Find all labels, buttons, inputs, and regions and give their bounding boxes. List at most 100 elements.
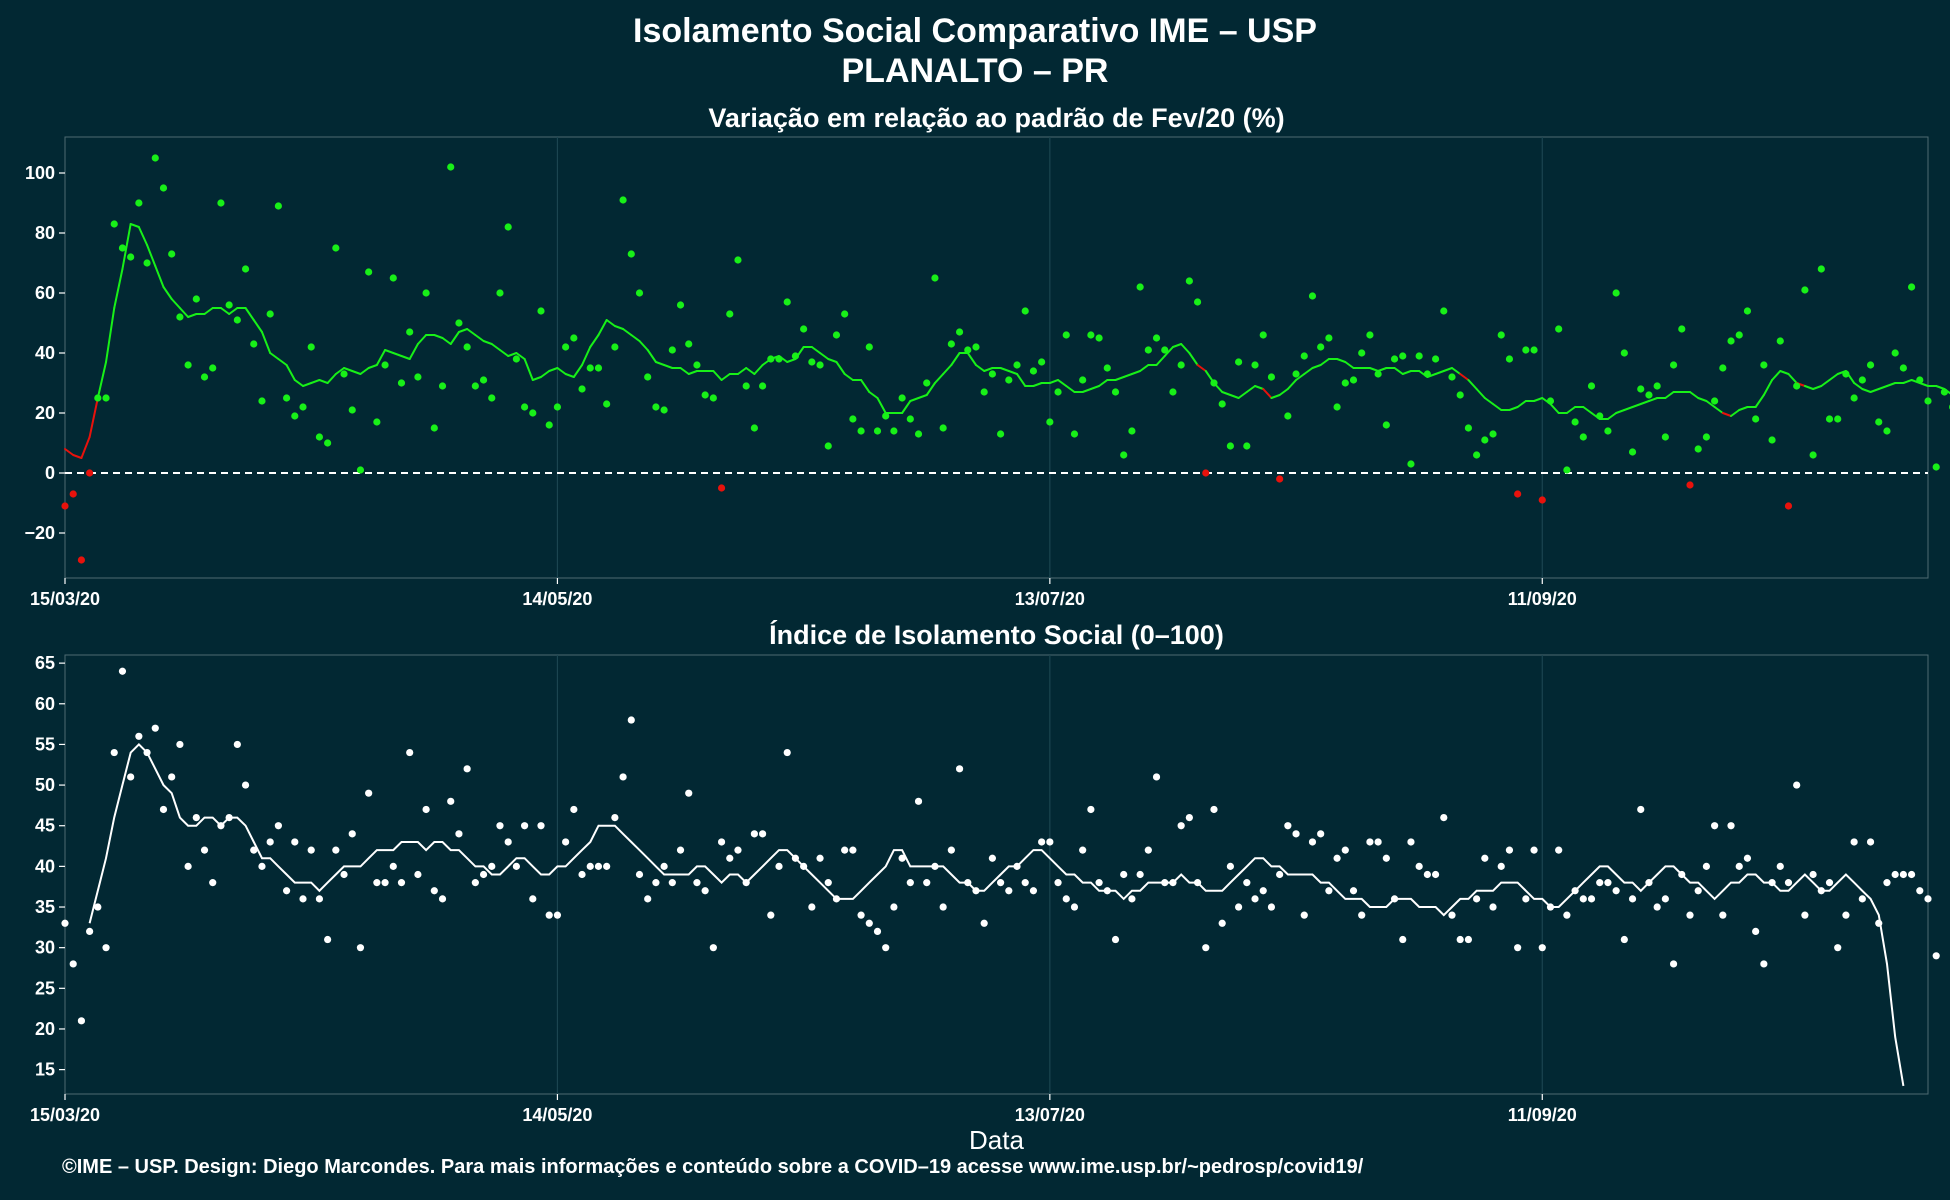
moving-average-segment [343, 367, 354, 372]
data-point [61, 919, 69, 927]
data-point [94, 903, 102, 911]
data-point [373, 879, 381, 887]
moving-average-segment [819, 352, 830, 360]
data-point [997, 879, 1005, 887]
data-point [1226, 862, 1235, 870]
data-point [1111, 935, 1120, 944]
data-point [676, 846, 685, 854]
data-point [1005, 376, 1013, 384]
y-tick-label: 20 [35, 403, 55, 423]
moving-average-segment [974, 364, 986, 372]
moving-average-segment [1688, 391, 1700, 399]
data-point [299, 895, 307, 903]
data-point [1489, 903, 1497, 911]
moving-average-segment [876, 397, 887, 414]
data-point [1702, 433, 1711, 441]
data-point [1883, 879, 1891, 887]
moving-average-segment [1377, 367, 1388, 372]
data-point [668, 879, 676, 887]
data-point [660, 406, 668, 414]
data-point [488, 394, 496, 402]
data-point [1120, 451, 1128, 459]
data-point [873, 427, 882, 435]
moving-average-segment [1615, 409, 1626, 414]
data-point [332, 244, 340, 252]
data-point [430, 424, 438, 432]
moving-average-segment [1450, 367, 1462, 375]
data-point [1628, 895, 1637, 903]
moving-average-segment [1623, 406, 1634, 411]
data-point [1866, 361, 1875, 369]
moving-average-segment [490, 343, 501, 351]
moving-average-segment [302, 382, 313, 387]
data-point [1448, 373, 1456, 381]
data-point [406, 748, 414, 757]
data-point [652, 879, 660, 887]
data-point [1120, 870, 1128, 879]
data-point [1834, 944, 1842, 952]
data-point [1021, 879, 1029, 887]
moving-average-segment [1853, 382, 1864, 390]
data-point [455, 319, 463, 327]
data-point [578, 385, 586, 393]
data-point [184, 862, 192, 870]
y-tick-label: 60 [35, 694, 55, 714]
data-point [127, 253, 135, 261]
data-point [282, 887, 291, 895]
data-point [1825, 415, 1834, 423]
moving-average-segment [556, 367, 567, 375]
y-tick-label: 100 [25, 163, 55, 183]
data-point [324, 935, 332, 944]
data-point [1292, 830, 1300, 838]
data-point [233, 740, 241, 749]
x-tick-label: 13/07/20 [1015, 1105, 1085, 1125]
data-point [496, 289, 504, 297]
data-point [266, 310, 274, 318]
x-tick-label: 11/09/20 [1508, 589, 1577, 609]
data-point [644, 373, 652, 381]
data-point [1776, 862, 1784, 870]
moving-average-segment [1229, 394, 1240, 399]
data-point [512, 862, 520, 870]
data-point [315, 433, 324, 441]
data-point [479, 376, 488, 384]
data-point [118, 667, 127, 675]
data-point [159, 184, 168, 192]
data-point [1834, 415, 1842, 423]
moving-average-segment [285, 364, 296, 381]
data-point [438, 382, 447, 390]
panel-index: Índice de Isolamento Social (0–100) 15/03… [30, 619, 1940, 1155]
moving-average-segment [753, 364, 764, 375]
moving-average-segment [105, 307, 116, 363]
data-point [1604, 427, 1612, 435]
data-point [767, 355, 775, 363]
data-point [1596, 879, 1604, 887]
moving-average-segment [178, 307, 190, 318]
data-point [1317, 343, 1325, 351]
moving-average-segment [1393, 367, 1404, 375]
data-point [471, 879, 479, 887]
data-point [652, 403, 660, 411]
data-point [1907, 283, 1916, 291]
data-point [1752, 415, 1760, 423]
moving-average-segment [1828, 373, 1839, 381]
moving-average-segment [589, 334, 600, 348]
moving-average-segment [966, 352, 977, 366]
data-point [1563, 466, 1571, 474]
data-point [241, 781, 250, 789]
data-point [1358, 349, 1366, 357]
moving-average-segment [137, 226, 149, 246]
data-point [340, 370, 348, 378]
data-point [176, 313, 184, 321]
data-point [1399, 935, 1407, 944]
moving-average-segment [277, 358, 288, 366]
moving-average-segment [1032, 382, 1043, 387]
data-point [1193, 298, 1202, 306]
data-point [1538, 944, 1546, 952]
y-tick-label: 0 [45, 463, 55, 483]
data-point [135, 199, 143, 207]
moving-average-segment [736, 367, 748, 375]
data-point [1571, 887, 1579, 895]
data-point [1727, 337, 1735, 345]
moving-average-segment [679, 367, 690, 375]
